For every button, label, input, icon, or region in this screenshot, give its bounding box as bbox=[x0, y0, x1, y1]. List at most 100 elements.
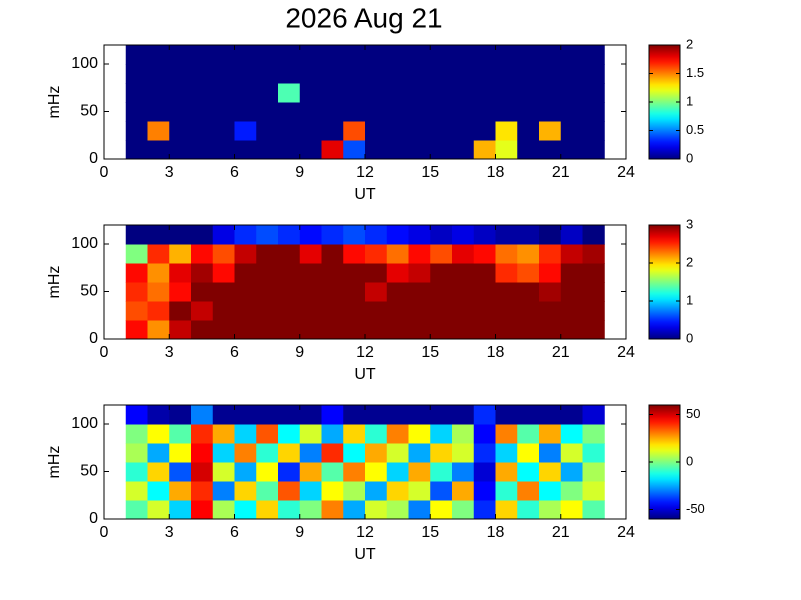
heatmap-cell bbox=[278, 140, 301, 160]
heatmap-cell bbox=[452, 424, 475, 444]
heatmap-cell bbox=[539, 301, 562, 321]
heatmap-cell bbox=[430, 424, 453, 444]
heatmap-cell bbox=[321, 263, 344, 283]
heatmap-cell bbox=[278, 121, 301, 141]
heatmap-cell bbox=[256, 121, 279, 141]
heatmap-cell bbox=[582, 45, 605, 65]
heatmap-cell bbox=[212, 83, 235, 103]
heatmap-cell bbox=[343, 462, 366, 482]
heatmap-cell bbox=[560, 320, 583, 340]
heatmap-cell bbox=[299, 225, 322, 245]
x-tick-label: 0 bbox=[100, 164, 109, 181]
heatmap-cell bbox=[408, 225, 431, 245]
heatmap-cell bbox=[191, 500, 214, 520]
heatmap-cell bbox=[539, 225, 562, 245]
x-tick-label: 6 bbox=[230, 164, 239, 181]
heatmap-cell bbox=[473, 140, 496, 160]
heatmap-cell bbox=[125, 462, 148, 482]
heatmap-cell bbox=[191, 320, 214, 340]
x-tick-label: 0 bbox=[100, 524, 109, 541]
heatmap-cell bbox=[234, 83, 257, 103]
heatmap-cell bbox=[452, 244, 475, 264]
heatmap-cell bbox=[539, 462, 562, 482]
heatmap-cell bbox=[386, 443, 409, 463]
heatmap-cell bbox=[125, 64, 148, 84]
heatmap-cell bbox=[495, 462, 518, 482]
heatmap-cell bbox=[560, 424, 583, 444]
heatmap-cell bbox=[234, 263, 257, 283]
y-tick-label: 100 bbox=[71, 415, 98, 432]
heatmap-cell bbox=[539, 424, 562, 444]
heatmap-cell bbox=[169, 500, 192, 520]
heatmap-cell bbox=[234, 500, 257, 520]
heatmap-cell bbox=[539, 263, 562, 283]
heatmap-cell bbox=[452, 64, 475, 84]
heatmap-cell bbox=[365, 121, 388, 141]
heatmap-cell bbox=[125, 263, 148, 283]
heatmap-cell bbox=[278, 64, 301, 84]
colorbar-tick-label: 0 bbox=[686, 330, 693, 345]
colorbar-tick-label: 2 bbox=[686, 254, 693, 269]
heatmap-cell bbox=[430, 140, 453, 160]
y-tick-label: 50 bbox=[80, 463, 98, 480]
heatmap-cell bbox=[321, 282, 344, 302]
heatmap-cell bbox=[299, 481, 322, 501]
heatmap-cell bbox=[234, 462, 257, 482]
heatmap-cell bbox=[299, 320, 322, 340]
heatmap-cell bbox=[256, 405, 279, 425]
heatmap-cell bbox=[386, 102, 409, 122]
x-tick-label: 21 bbox=[552, 164, 570, 181]
x-tick-label: 12 bbox=[356, 344, 374, 361]
heatmap-cell bbox=[191, 140, 214, 160]
colorbar-tick-label: 0 bbox=[686, 150, 693, 165]
x-tick-label: 9 bbox=[295, 164, 304, 181]
heatmap-cell bbox=[191, 45, 214, 65]
heatmap-cell bbox=[365, 64, 388, 84]
heatmap-cell bbox=[517, 244, 540, 264]
heatmap-cell bbox=[517, 462, 540, 482]
heatmap-cell bbox=[278, 282, 301, 302]
heatmap-cell bbox=[234, 140, 257, 160]
heatmap-cell bbox=[430, 64, 453, 84]
heatmap-cell bbox=[517, 225, 540, 245]
heatmap-cell bbox=[582, 64, 605, 84]
heatmap-cell bbox=[495, 282, 518, 302]
heatmap-cell bbox=[582, 443, 605, 463]
heatmap-cell bbox=[582, 481, 605, 501]
heatmap-cell bbox=[539, 140, 562, 160]
heatmap-cell bbox=[408, 83, 431, 103]
heatmap-cell bbox=[169, 443, 192, 463]
heatmap-cell bbox=[212, 45, 235, 65]
heatmap-cell bbox=[321, 320, 344, 340]
heatmap-cell bbox=[408, 263, 431, 283]
heatmap-cell bbox=[430, 282, 453, 302]
colorbar-tick-label: 0 bbox=[686, 453, 693, 468]
heatmap-cell bbox=[365, 244, 388, 264]
heatmap-cell bbox=[125, 301, 148, 321]
heatmap-cell bbox=[582, 462, 605, 482]
heatmap-cell bbox=[321, 405, 344, 425]
heatmap-cell bbox=[495, 500, 518, 520]
heatmap-cell bbox=[212, 121, 235, 141]
heatmap-cell bbox=[539, 83, 562, 103]
heatmap-cell bbox=[147, 462, 170, 482]
heatmap-cell bbox=[191, 301, 214, 321]
y-tick-label: 50 bbox=[80, 103, 98, 120]
heatmap-cell bbox=[560, 263, 583, 283]
heatmap-cell bbox=[343, 102, 366, 122]
x-tick-label: 15 bbox=[421, 524, 439, 541]
heatmap-cell bbox=[430, 320, 453, 340]
heatmap-cell bbox=[212, 500, 235, 520]
heatmap-cell bbox=[430, 481, 453, 501]
heatmap-cell bbox=[125, 500, 148, 520]
heatmap-cell bbox=[212, 140, 235, 160]
heatmap-cell bbox=[299, 83, 322, 103]
heatmap-cell bbox=[147, 443, 170, 463]
heatmap-cell bbox=[343, 45, 366, 65]
heatmap-cell bbox=[169, 320, 192, 340]
x-tick-label: 15 bbox=[421, 164, 439, 181]
heatmap-cell bbox=[125, 481, 148, 501]
heatmap-cell bbox=[473, 225, 496, 245]
heatmap-cell bbox=[517, 500, 540, 520]
heatmap-cell bbox=[495, 443, 518, 463]
